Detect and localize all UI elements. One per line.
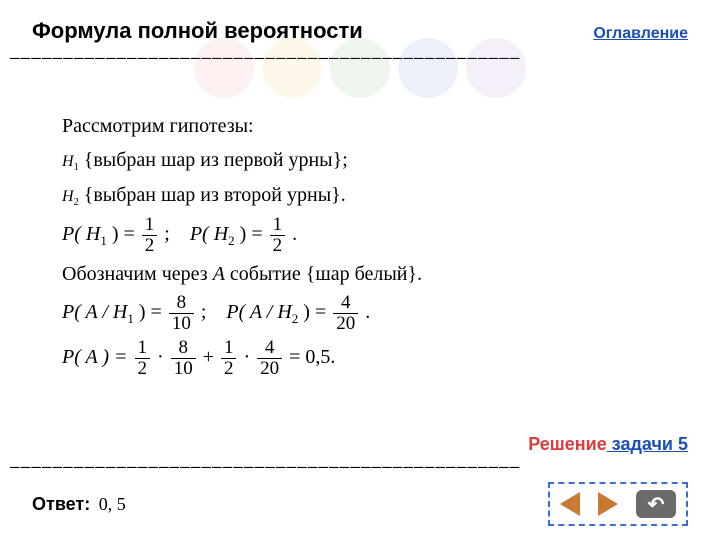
total-prob: P( A ) = 12 · 810 + 12 · 420 = 0,5. [62,338,658,379]
task-link[interactable]: задачи 5 [607,434,688,454]
toc-link[interactable]: Оглавление [593,25,688,43]
solution-link-row: Решение задачи 5 [32,434,688,455]
nav-return-button[interactable]: ↶ [636,490,676,518]
divider-bottom: ————————————————————————————————————————… [0,457,720,476]
nav-next-button[interactable] [598,492,618,516]
nav-prev-button[interactable] [560,492,580,516]
answer: Ответ: 0, 5 [32,494,126,515]
answer-value: 0, 5 [94,494,126,514]
hypothesis-1: H1 {выбран шар из первой урны}; [62,145,658,176]
answer-label: Ответ: [32,494,90,514]
cond-probs: P( A / H1 ) = 810 ; P( A / H2 ) = 420 . [62,293,658,334]
nav-controls: ↶ [548,482,688,526]
footer: Решение задачи 5 ———————————————————————… [0,434,720,526]
content-body: Рассмотрим гипотезы: H1 {выбран шар из п… [32,67,688,379]
hypothesis-2: H2 {выбран шар из второй урны}. [62,180,658,211]
prob-h1-h2: P( H1 ) = 12 ; P( H2 ) = 12 . [62,215,658,256]
solution-label: Решение [528,434,607,454]
denote-A: Обозначим через A событие {шар белый}. [62,259,658,289]
hypotheses-intro: Рассмотрим гипотезы: [62,111,658,141]
